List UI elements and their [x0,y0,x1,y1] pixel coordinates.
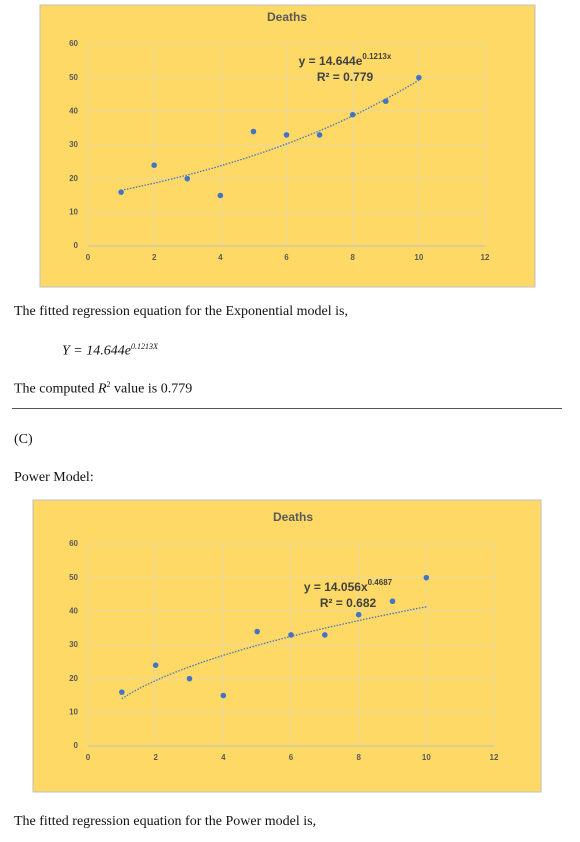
point [184,175,191,182]
point [118,189,124,195]
point [250,128,257,135]
r-squared: R² = 0.682 [320,596,377,610]
trendline-equation: y = 14.644e0.1213x [299,52,392,68]
x-tick-label: 12 [481,253,490,262]
x-tick-label: 4 [218,253,223,262]
x-tick-label: 0 [86,753,91,762]
point [322,632,328,638]
heading: Power Model: [14,470,94,485]
point [389,598,396,605]
x-tick-label: 6 [289,753,294,762]
point [423,574,430,581]
point [119,689,125,695]
y-tick-label: 30 [69,140,78,149]
point [355,611,362,618]
divider [12,408,562,409]
point [254,628,260,635]
y-tick-label: 40 [69,106,78,115]
x-tick-label: 6 [284,253,289,262]
equation-exponent: 0.4687 [368,578,393,587]
y-tick-label: 40 [69,606,78,615]
equation: Y = 14.644e0.1213X [62,342,158,360]
point [152,662,159,668]
power: 2 [106,380,111,389]
chart-title: Deaths [273,510,313,524]
point [186,675,193,682]
x-tick-label: 8 [356,753,361,762]
x-tick-label: 2 [153,753,158,762]
y-tick-label: 30 [69,640,78,649]
x-tick-label: 2 [152,253,157,262]
symbol: R [97,381,107,397]
paragraph: The fitted regression equation for the E… [14,304,348,319]
chart-area [32,499,542,793]
text: value is 0.779 [110,381,193,397]
paragraph: The fitted regression equation for the P… [14,814,317,829]
equation-base: y = 14.644e [299,54,363,68]
chart-title: Deaths [267,10,307,24]
x-tick-label: 10 [422,753,431,762]
x-tick-label: 12 [490,753,499,762]
x-tick-label: 0 [86,253,91,262]
y-tick-label: 50 [69,573,78,582]
point [283,132,290,138]
y-tick-label: 0 [74,241,79,250]
point [382,98,389,105]
y-tick-label: 10 [69,707,78,716]
x-tick-label: 4 [221,753,226,762]
equation-exponent: 0.1213x [362,52,391,61]
chart-area [39,4,536,288]
point [349,111,356,118]
point [151,162,157,168]
equation-exponent: 0.1213X [130,342,158,351]
y-tick-label: 50 [69,73,78,82]
y-tick-label: 20 [69,674,78,683]
equation-base: y = 14.056x [304,580,368,594]
point [288,632,294,638]
text: The computed [14,381,98,397]
r-squared: R² = 0.779 [317,70,374,84]
y-tick-label: 20 [69,174,78,183]
point [217,192,224,199]
x-tick-label: 8 [350,253,355,262]
section-label: (C) [14,432,33,447]
y-tick-label: 10 [69,207,78,216]
paragraph: The computed R2 value is 0.779 [14,380,192,398]
equation-base: Y = 14.644e [62,343,131,359]
point [316,132,323,138]
trendline-equation: y = 14.056x0.4687 [304,578,393,594]
y-tick-label: 60 [69,39,78,48]
point [220,692,227,699]
point [416,74,422,81]
x-tick-label: 10 [414,253,423,262]
trendline [121,606,427,700]
y-tick-label: 0 [74,741,79,750]
trendline [120,79,420,191]
y-tick-label: 60 [69,539,78,548]
